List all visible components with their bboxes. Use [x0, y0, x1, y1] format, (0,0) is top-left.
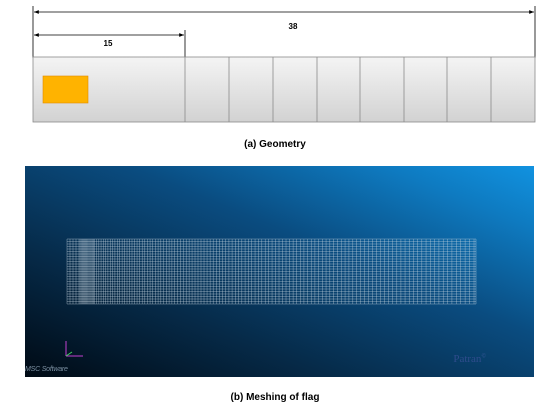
- geometry-drawing: [32, 6, 536, 123]
- geometry-figure: 38 15 (a) Geometry: [0, 0, 550, 160]
- axis-triad-icon: [65, 341, 83, 357]
- patran-logo: Patran©: [453, 353, 486, 365]
- dimension-38-label: 38: [288, 22, 298, 31]
- meshing-caption: (b) Meshing of flag: [230, 392, 320, 403]
- mesh-drawing: [66, 238, 477, 305]
- mesh-grid: [66, 238, 477, 305]
- dimension-15-label: 15: [103, 39, 113, 48]
- panel-dividers: [184, 57, 492, 122]
- plate: [32, 56, 536, 123]
- geometry-caption: (a) Geometry: [244, 139, 306, 150]
- mesh-viewport: MSC Software Patran©: [25, 166, 534, 377]
- rigid-pole-block: [42, 75, 89, 104]
- msc-software-logo: MSC Software: [25, 366, 68, 373]
